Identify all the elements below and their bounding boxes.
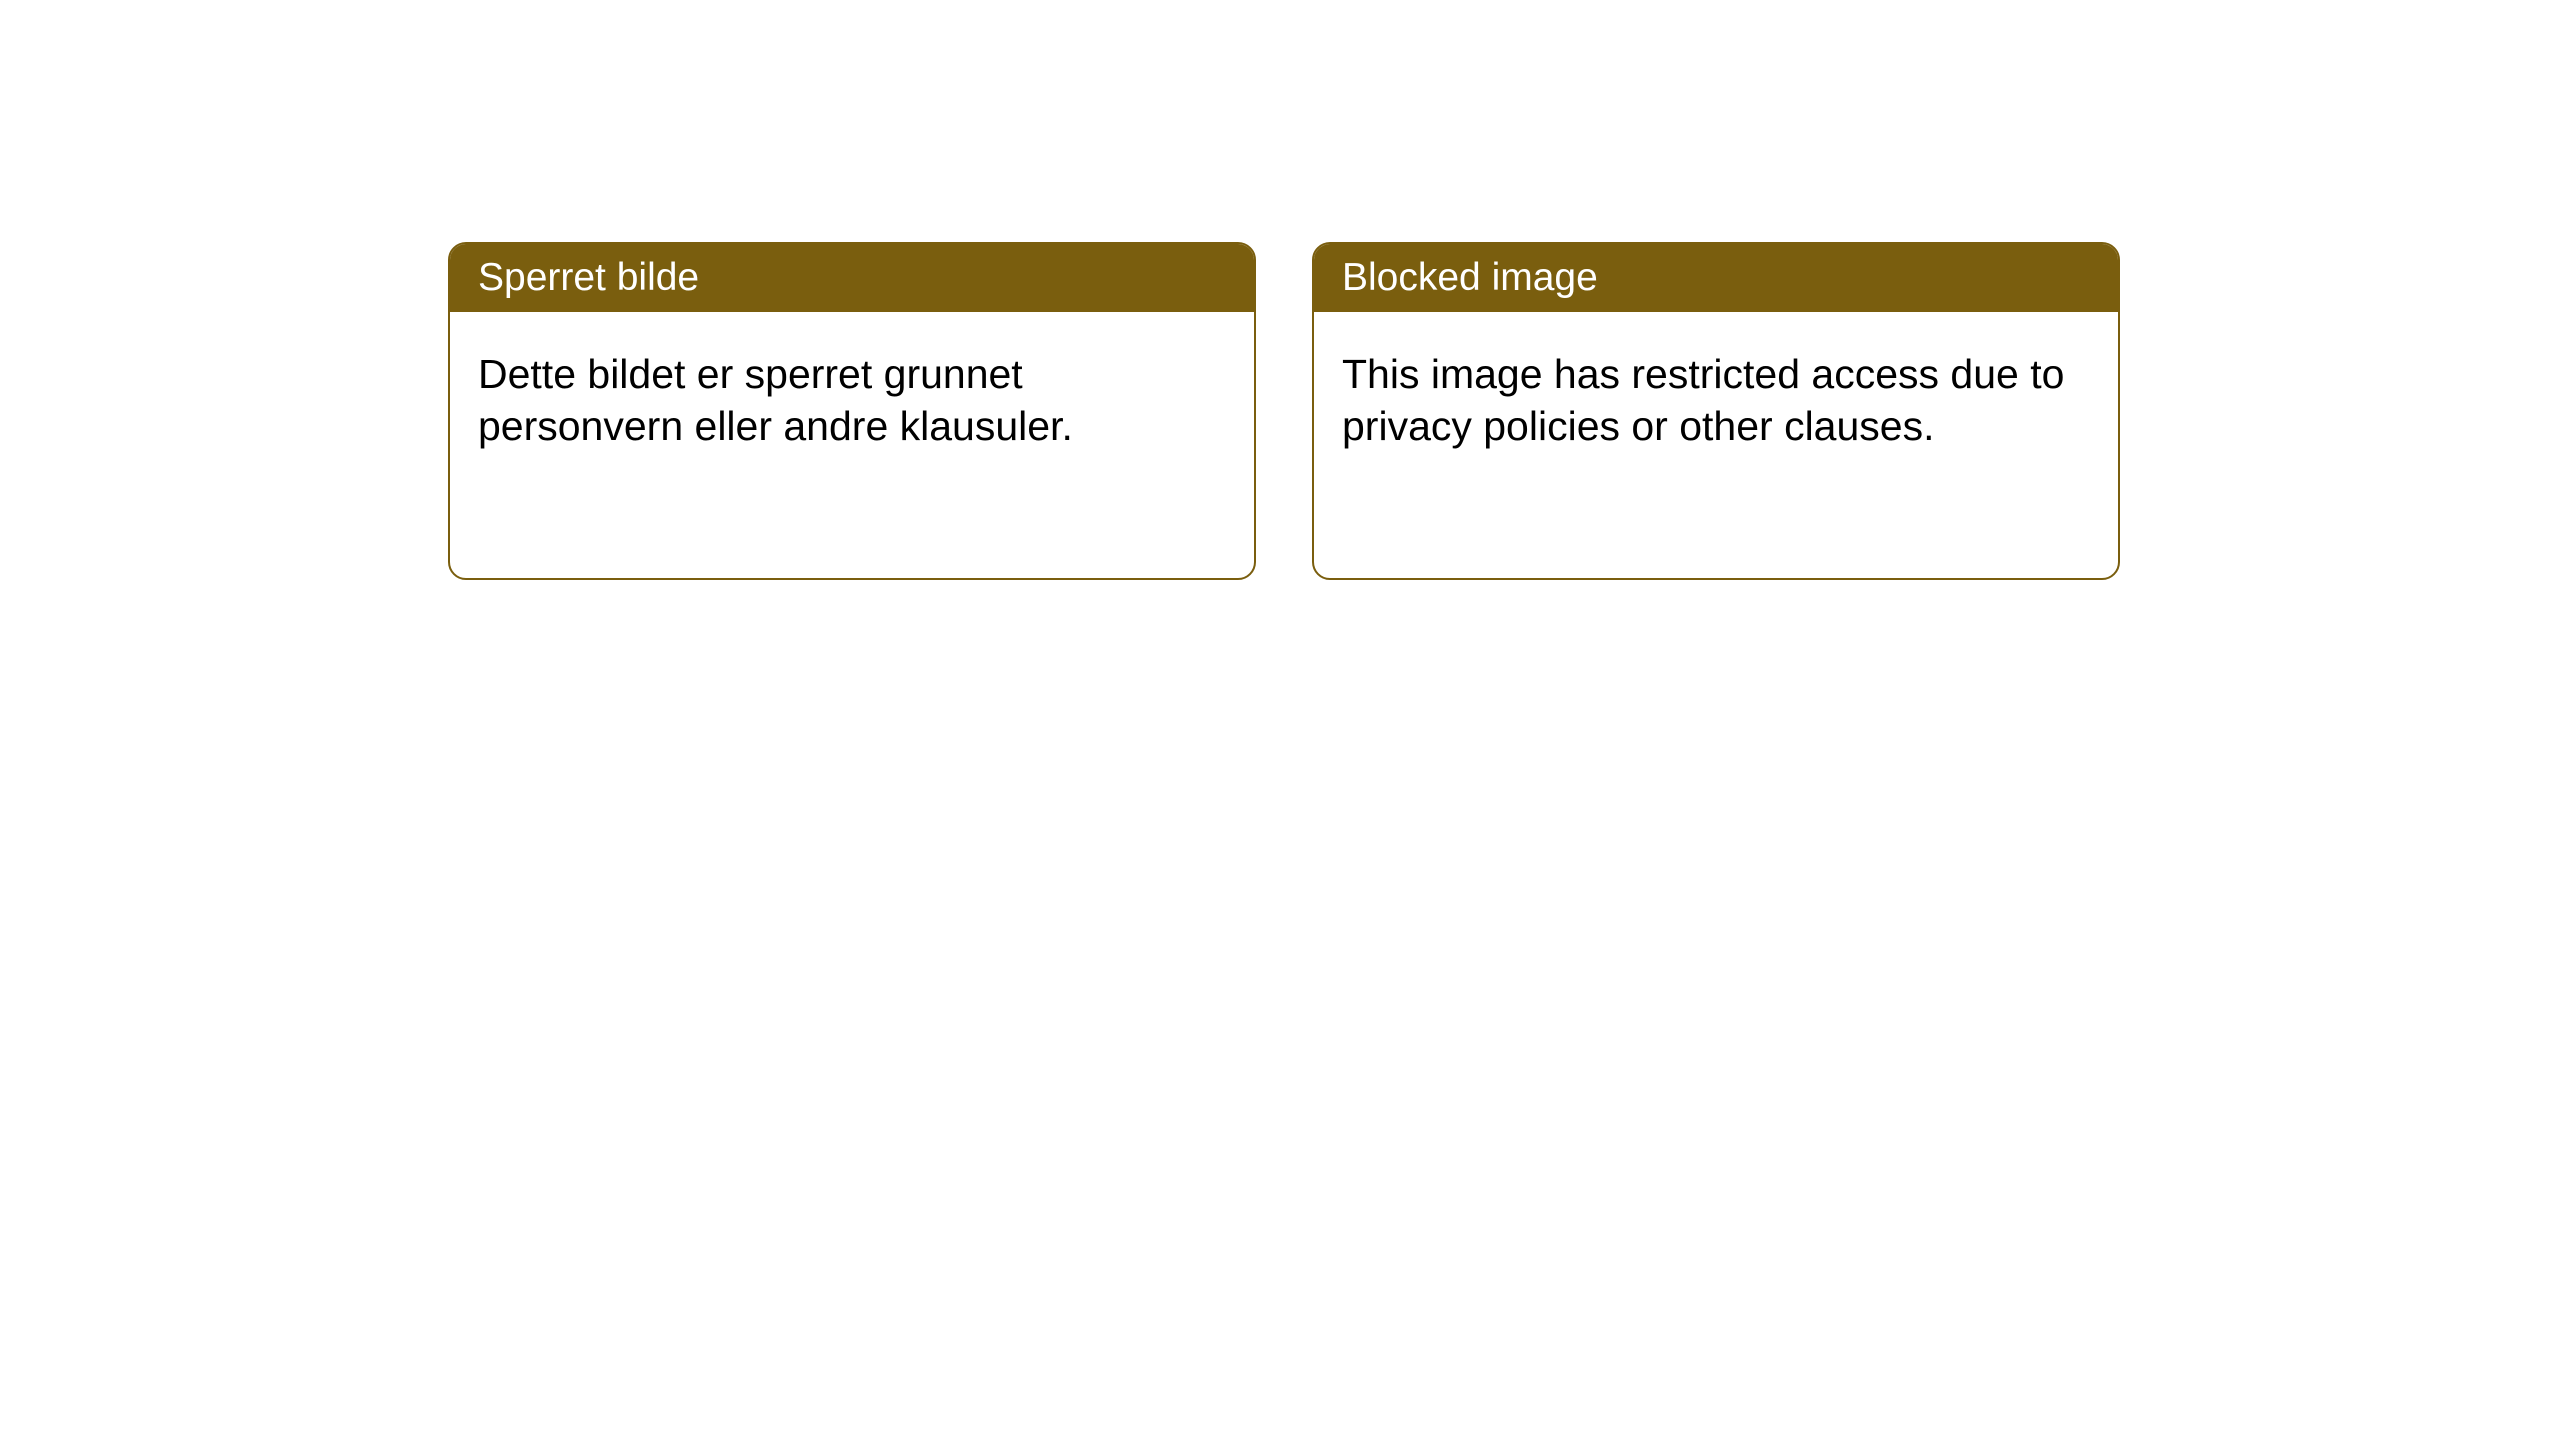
card-body-text: Dette bildet er sperret grunnet personve… bbox=[478, 351, 1073, 449]
card-body: This image has restricted access due to … bbox=[1314, 312, 2118, 489]
card-header: Blocked image bbox=[1314, 244, 2118, 312]
card-body: Dette bildet er sperret grunnet personve… bbox=[450, 312, 1254, 489]
notice-card-english: Blocked image This image has restricted … bbox=[1312, 242, 2120, 580]
card-body-text: This image has restricted access due to … bbox=[1342, 351, 2064, 449]
notice-cards-container: Sperret bilde Dette bildet er sperret gr… bbox=[0, 0, 2560, 580]
card-title: Sperret bilde bbox=[478, 256, 699, 299]
card-title: Blocked image bbox=[1342, 256, 1598, 299]
card-header: Sperret bilde bbox=[450, 244, 1254, 312]
notice-card-norwegian: Sperret bilde Dette bildet er sperret gr… bbox=[448, 242, 1256, 580]
